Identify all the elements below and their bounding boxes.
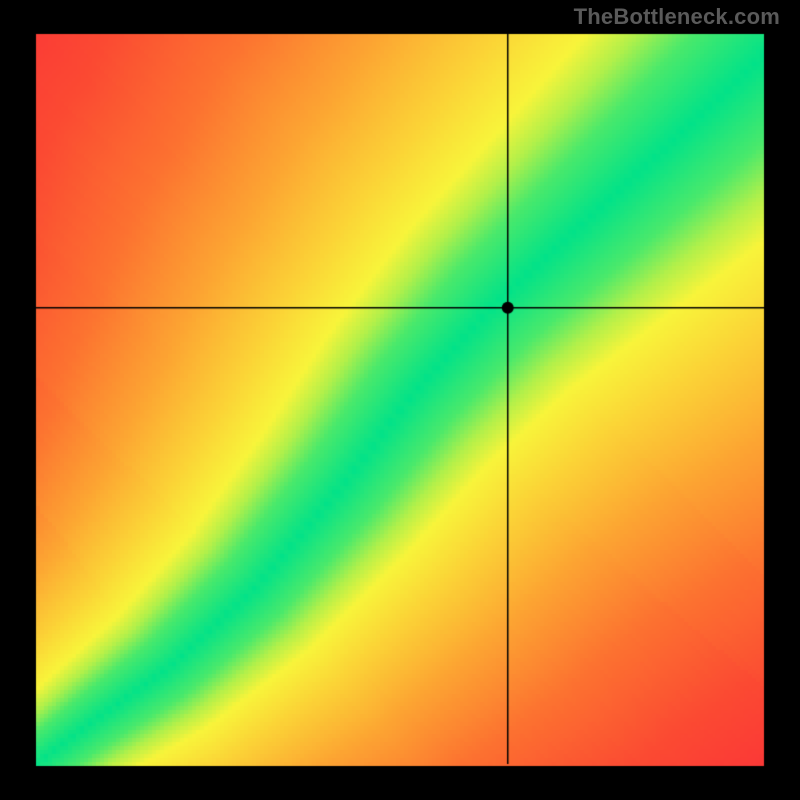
chart-container: TheBottleneck.com (0, 0, 800, 800)
heatmap-canvas (0, 0, 800, 800)
watermark-label: TheBottleneck.com (574, 4, 780, 30)
